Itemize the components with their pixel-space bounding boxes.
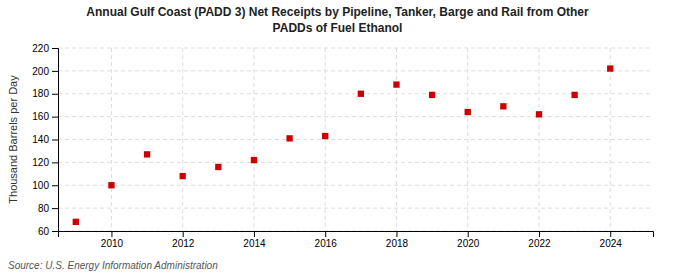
tick-mark [468,231,469,237]
point [429,92,435,98]
tick: 2014 [243,231,266,249]
tick: 2018 [386,231,409,249]
tick: 180 [32,88,58,99]
annotation: Source: U.S. Energy Information Administ… [8,260,218,271]
point [251,157,257,163]
grid-line [467,48,468,231]
tick: 2010 [101,231,124,249]
tick-label: 2014 [243,238,266,249]
tick-mark [539,231,540,237]
tick: 2022 [528,231,551,249]
tick-label: 2022 [528,238,551,249]
tick-mark [52,185,58,186]
grid-line [253,48,254,231]
subtitle: PADDs of Fuel Ethanol [273,21,403,35]
tick-label: 140 [32,134,49,145]
tick-mark [52,48,58,49]
tick: 60 [38,226,58,237]
axis-line [59,232,654,238]
grid-line [58,70,653,71]
tick-label: 120 [32,157,49,168]
points [73,65,614,225]
tick-label: 2012 [172,238,195,249]
point [180,173,186,179]
tick-mark [52,162,58,163]
tick-label: 2024 [600,238,623,249]
tick-mark [610,231,611,237]
grid-line [325,48,326,231]
y-axis-label: Thousand Barrels per Day [7,75,19,204]
grid-line [58,162,653,163]
tick-mark [111,231,112,237]
tick-label: 2020 [457,238,480,249]
tick-label: 60 [38,226,50,237]
grid-line [58,93,653,94]
point [571,92,577,98]
point [500,103,506,109]
tick: 140 [32,134,58,145]
chart: Annual Gulf Coast (PADD 3) Net Receipts … [0,0,675,275]
tick: 100 [32,180,58,191]
point [108,182,114,188]
grid-line [182,48,183,231]
point [215,164,221,170]
grid-line [58,139,653,140]
grid-line [610,48,611,231]
tick-mark [52,140,58,141]
tick-label: 180 [32,88,49,99]
grid-line [58,208,653,209]
tick: 200 [32,66,58,77]
tick-mark [396,231,397,237]
grid-line [58,116,653,117]
tick: 2020 [457,231,480,249]
tick: 80 [38,203,58,214]
point [286,135,292,141]
tick-label: 80 [38,203,50,214]
tick-label: 200 [32,66,49,77]
point [607,65,613,71]
tick-label: 160 [32,111,49,122]
tick-mark [52,71,58,72]
plot: 2010 2012 2014 2016 2018 2020 2022 2024 60 80 100 1… [32,43,653,249]
title: Annual Gulf Coast (PADD 3) Net Receipts … [86,5,589,19]
tick: 120 [32,157,58,168]
tick: 160 [32,111,58,122]
grid-line [58,185,653,186]
y-axis: 60 80 100 120 140 160 180 200 220 [32,43,58,237]
point [358,91,364,97]
tick: 220 [32,43,58,54]
tick-label: 2018 [386,238,409,249]
x-axis: 2010 2012 2014 2016 2018 2020 2022 2024 [59,231,654,249]
grid-line [111,48,112,231]
tick-mark [52,117,58,118]
tick-mark [52,94,58,95]
tick: 2012 [172,231,195,249]
tick-mark [52,231,58,232]
tick-mark [183,231,184,237]
tick-mark [325,231,326,237]
grid-line [396,48,397,231]
point [393,81,399,87]
point [144,151,150,157]
axis-line [52,49,59,232]
tick-label: 220 [32,43,49,54]
grid [58,48,653,231]
grid-line [58,48,653,49]
tick: 2016 [315,231,338,249]
tick: 2024 [600,231,623,249]
point [465,109,471,115]
tick-label: 2016 [315,238,338,249]
tick-label: 2010 [101,238,124,249]
tick-mark [254,231,255,237]
tick-mark [52,208,58,209]
point [73,219,79,225]
grid-line [538,48,539,231]
point [536,111,542,117]
point [322,133,328,139]
tick-label: 100 [32,180,49,191]
